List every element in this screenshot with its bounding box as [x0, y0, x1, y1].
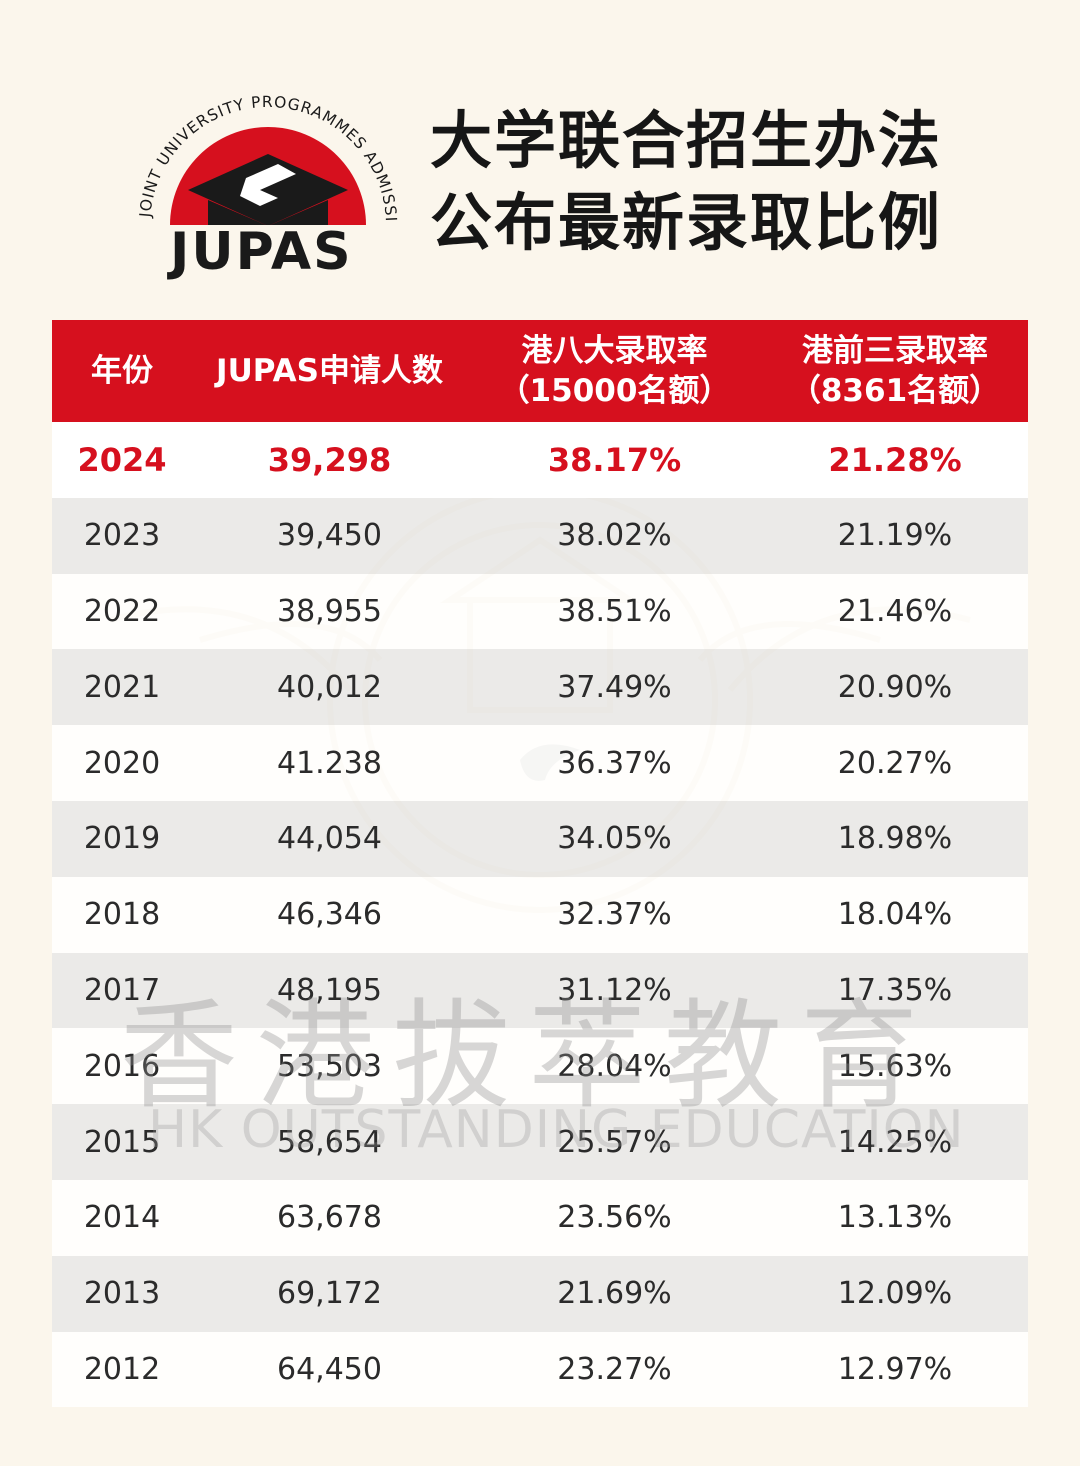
- jupas-wordmark: JUPAS: [170, 222, 353, 282]
- cell-applicants: 46,346: [277, 897, 382, 933]
- cell-applicants: 44,054: [277, 821, 382, 857]
- table-row: 2020 41.238 36.37% 20.27%: [52, 725, 1028, 801]
- admission-table: 年份 JUPAS申请人数 港八大录取率 （15000名额） 港前三录取率 （83…: [52, 320, 1028, 1408]
- cell-top8: 31.12%: [557, 972, 672, 1008]
- cell-top8: 38.02%: [557, 518, 672, 554]
- cell-applicants: 38,955: [277, 593, 382, 629]
- table-row: 2013 69,172 21.69% 12.09%: [52, 1255, 1028, 1332]
- title-line-2: 公布最新录取比例: [430, 186, 943, 259]
- cell-top8: 34.05%: [557, 821, 672, 857]
- cell-year: 2015: [83, 1124, 161, 1160]
- table-row: 2016 53,503 28.04% 15.63%: [52, 1028, 1028, 1105]
- table-body: 2024 39,298 38.17% 21.28% 2023 39,450 38…: [52, 422, 1028, 1408]
- cell-top8: 38.51%: [557, 593, 672, 629]
- table-header: 年份 JUPAS申请人数 港八大录取率 （15000名额） 港前三录取率 （83…: [52, 320, 1028, 422]
- cell-applicants: 39,298: [267, 440, 392, 479]
- header-top3-title: 港前三录取率: [802, 333, 988, 369]
- cell-year: 2024: [77, 440, 167, 479]
- cell-applicants: 48,195: [277, 972, 382, 1008]
- table-row: 2019 44,054 34.05% 18.98%: [52, 800, 1028, 877]
- jupas-logo: JOINT UNIVERSITY PROGRAMMES ADMISSIONS S…: [121, 36, 408, 280]
- cell-applicants: 63,678: [277, 1200, 382, 1236]
- watermark-chinese: 香港拔萃教育: [120, 987, 937, 1125]
- table-row: 2014 63,678 23.56% 13.13%: [52, 1179, 1028, 1256]
- cell-top8: 23.27%: [557, 1351, 672, 1387]
- cell-applicants: 58,654: [277, 1124, 382, 1160]
- table-row: 2015 58,654 25.57% 14.25%: [52, 1104, 1028, 1180]
- title-line-1: 大学联合招生办法: [430, 104, 943, 177]
- cell-year: 2013: [83, 1276, 161, 1312]
- table-row: 2021 40,012 37.49% 20.90%: [52, 649, 1028, 726]
- cell-year: 2023: [83, 518, 161, 554]
- table-row: 2024 39,298 38.17% 21.28%: [52, 422, 1028, 498]
- cell-year: 2019: [83, 821, 161, 857]
- cell-top3: 21.28%: [828, 440, 962, 479]
- cell-top3: 18.98%: [837, 821, 953, 857]
- header-top8-quota: （15000名额）: [498, 373, 731, 409]
- cell-top8: 36.37%: [557, 745, 672, 781]
- header-top8-title: 港八大录取率: [521, 333, 708, 369]
- cell-year: 2016: [83, 1048, 161, 1084]
- page-title: 大学联合招生办法 公布最新录取比例: [430, 100, 942, 264]
- jupas-emblem-icon: JOINT UNIVERSITY PROGRAMMES ADMISSIONS S…: [121, 36, 399, 229]
- cell-year: 2022: [83, 593, 161, 629]
- cell-top3: 12.97%: [837, 1351, 953, 1387]
- cell-top3: 13.13%: [837, 1200, 953, 1236]
- cell-year: 2018: [83, 897, 161, 933]
- cell-applicants: 69,172: [277, 1276, 382, 1312]
- watermark-english: HK OUTSTANDING EDUCATION: [148, 1100, 965, 1160]
- table-row: 2022 38,955 38.51% 21.46%: [52, 573, 1028, 650]
- cell-top8: 38.17%: [547, 440, 682, 479]
- table-row: 2012 64,450 23.27% 12.97%: [52, 1331, 1028, 1408]
- header-top3-quota: （8361名额）: [789, 373, 1001, 409]
- cell-top3: 20.27%: [837, 745, 953, 781]
- cell-top8: 21.69%: [557, 1276, 672, 1312]
- cell-top8: 37.49%: [557, 669, 672, 705]
- cell-top8: 23.56%: [557, 1200, 672, 1236]
- cell-year: 2021: [83, 669, 161, 705]
- table-row: 2023 39,450 38.02% 21.19%: [52, 497, 1028, 574]
- cell-top3: 14.25%: [837, 1124, 953, 1160]
- cell-top3: 21.46%: [837, 593, 953, 629]
- cell-year: 2020: [83, 745, 161, 781]
- cell-top3: 21.19%: [837, 518, 953, 554]
- header-top8: 港八大录取率 （15000名额）: [467, 331, 762, 411]
- cell-top8: 25.57%: [557, 1124, 672, 1160]
- cell-top3: 12.09%: [837, 1276, 953, 1312]
- cell-applicants: 39,450: [277, 518, 382, 554]
- cell-year: 2017: [83, 972, 161, 1008]
- cell-year: 2012: [83, 1351, 161, 1387]
- header-year: 年份: [91, 353, 153, 389]
- table-row: 2018 46,346 32.37% 18.04%: [52, 876, 1028, 953]
- cell-top3: 15.63%: [837, 1048, 953, 1084]
- header-top3: 港前三录取率 （8361名额）: [762, 331, 1028, 411]
- cell-top8: 28.04%: [557, 1048, 672, 1084]
- cell-applicants: 41.238: [277, 745, 382, 781]
- header-applicants: JUPAS申请人数: [216, 353, 443, 389]
- cell-applicants: 64,450: [277, 1351, 382, 1387]
- cell-top8: 32.37%: [557, 897, 672, 933]
- table-row: 2017 48,195 31.12% 17.35%: [52, 952, 1028, 1029]
- cell-year: 2014: [83, 1200, 161, 1236]
- cell-top3: 20.90%: [837, 669, 953, 705]
- cell-top3: 17.35%: [837, 972, 953, 1008]
- cell-top3: 18.04%: [837, 897, 953, 933]
- cell-applicants: 53,503: [277, 1048, 382, 1084]
- cell-applicants: 40,012: [277, 669, 382, 705]
